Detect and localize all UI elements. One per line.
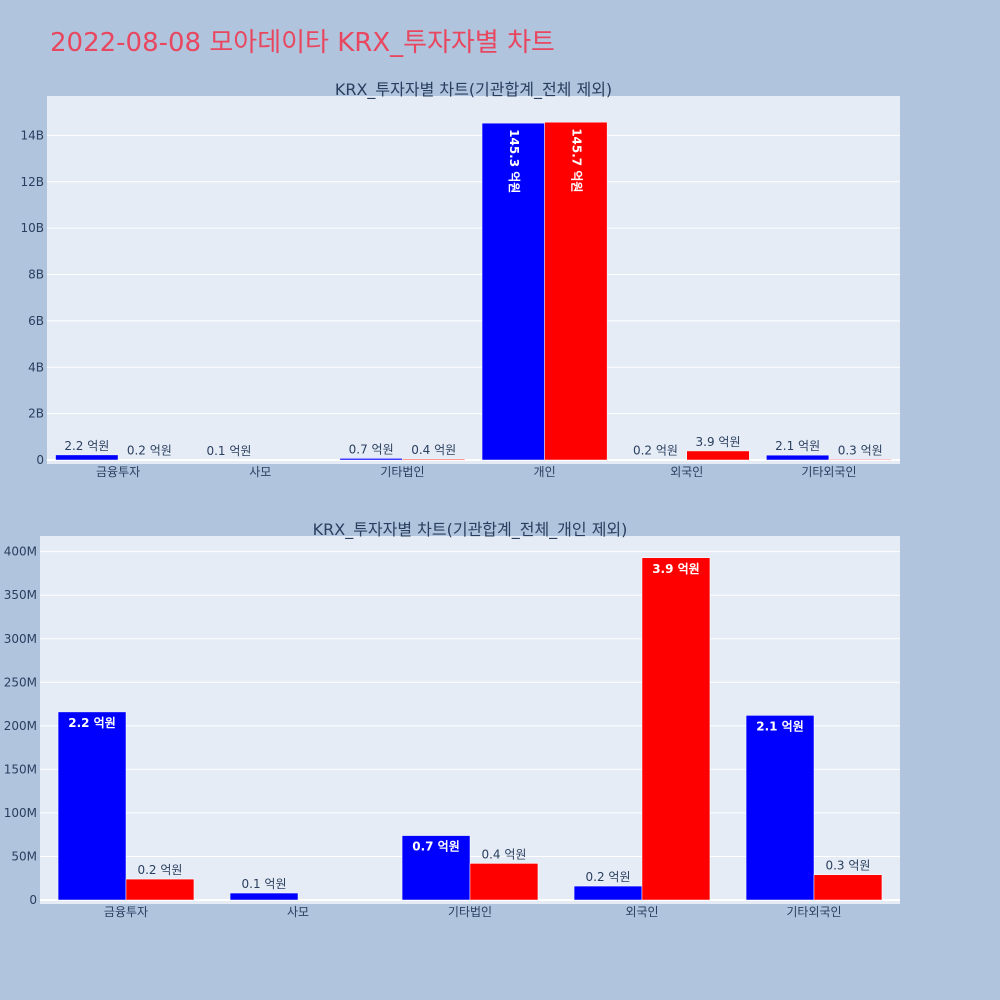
- bar-value-label: 0.3 억원: [838, 443, 883, 457]
- y-tick-label: 14B: [20, 128, 44, 142]
- bar-value-label: 2.2 억원: [68, 716, 116, 730]
- bar-sell: [544, 121, 608, 461]
- chart-investor-excl-individual: 0 50M 100M 150M 200M 250M 300M 350M 400M KRX_투자자별…: [4, 520, 900, 919]
- bar-buy: [481, 122, 545, 461]
- bar-value-label: 0.4 억원: [411, 443, 456, 457]
- chart-title: KRX_투자자별 차트(기관합계_전체_개인 제외): [313, 520, 628, 540]
- y-tick-label: 200M: [4, 719, 37, 733]
- bar-buy: [55, 454, 119, 461]
- x-tick-label: 기타외국인: [801, 465, 856, 479]
- page-title: 2022-08-08 모아데이타 KRX_투자자별 차트: [50, 28, 555, 58]
- bar-buy: [766, 454, 830, 461]
- bar-value-label: 0.4 억원: [481, 847, 526, 861]
- bar-value-label: 0.7 억원: [349, 442, 394, 456]
- y-tick-label: 10B: [20, 221, 44, 235]
- bar-value-label: 2.1 억원: [775, 439, 820, 453]
- bar-buy: [401, 835, 471, 901]
- bar-buy: [745, 715, 815, 901]
- plot-area: [47, 96, 900, 464]
- x-tick-label: 사모: [249, 465, 271, 479]
- bar-sell: [813, 874, 883, 901]
- bar-value-label: 0.2 억원: [127, 444, 172, 458]
- y-tick-label: 250M: [4, 675, 37, 689]
- x-tick-label: 기타외국인: [786, 905, 841, 919]
- y-tick-label: 100M: [4, 806, 37, 820]
- chart-title: KRX_투자자별 차트(기관합계_전체 제외): [335, 80, 612, 100]
- bar-buy: [57, 711, 127, 901]
- y-tick-label: 400M: [4, 545, 37, 559]
- bar-value-label: 0.2 억원: [137, 863, 182, 877]
- y-tick-label: 8B: [28, 268, 44, 282]
- bar-value-label: 3.9 억원: [652, 562, 700, 576]
- y-tick-label: 6B: [28, 314, 44, 328]
- y-tick-label: 12B: [20, 175, 44, 189]
- bar-value-label: 0.3 억원: [825, 859, 870, 873]
- bar-value-label: 0.1 억원: [206, 444, 251, 458]
- y-tick-label: 50M: [11, 849, 37, 863]
- x-tick-label: 금융투자: [96, 465, 140, 479]
- x-tick-label: 기타법인: [380, 465, 424, 479]
- bar-value-label: 0.7 억원: [412, 840, 460, 854]
- bar-value-label: 2.1 억원: [756, 719, 804, 733]
- y-tick-label: 150M: [4, 762, 37, 776]
- y-tick-label: 300M: [4, 632, 37, 646]
- y-tick-label: 0: [36, 453, 44, 467]
- bar-buy: [229, 892, 299, 901]
- y-tick-label: 4B: [28, 360, 44, 374]
- bar-sell: [402, 458, 466, 461]
- x-tick-label: 외국인: [625, 905, 658, 919]
- bar-sell: [469, 863, 539, 901]
- chart-investor-all: 0 2B 4B 6B 8B 10B 12B 14B KRX_투자자별 차트(기관합계_전체 제외…: [20, 80, 900, 479]
- bar-value-label: 3.9 억원: [696, 435, 741, 449]
- bar-value-label: 0.2 억원: [586, 870, 631, 884]
- x-tick-label: 개인: [534, 465, 556, 479]
- bar-sell: [641, 557, 711, 901]
- x-tick-label: 기타법인: [448, 905, 492, 919]
- y-tick-label: 350M: [4, 588, 37, 602]
- bar-sell: [828, 459, 892, 461]
- y-tick-label: 0: [29, 893, 37, 907]
- bar-buy: [573, 885, 643, 901]
- bar-buy: [339, 458, 403, 461]
- x-tick-label: 금융투자: [104, 905, 148, 919]
- x-tick-label: 사모: [287, 905, 309, 919]
- x-tick-label: 외국인: [670, 465, 703, 479]
- bar-sell: [125, 878, 195, 901]
- bar-value-label: 0.1 억원: [242, 877, 287, 891]
- bar-value-label: 145.3 억원: [507, 129, 521, 193]
- y-tick-label: 2B: [28, 407, 44, 421]
- bar-value-label: 2.2 억원: [64, 439, 109, 453]
- bar-sell: [686, 450, 750, 461]
- bar-value-label: 145.7 억원: [569, 128, 583, 192]
- bar-value-label: 0.2 억원: [633, 444, 678, 458]
